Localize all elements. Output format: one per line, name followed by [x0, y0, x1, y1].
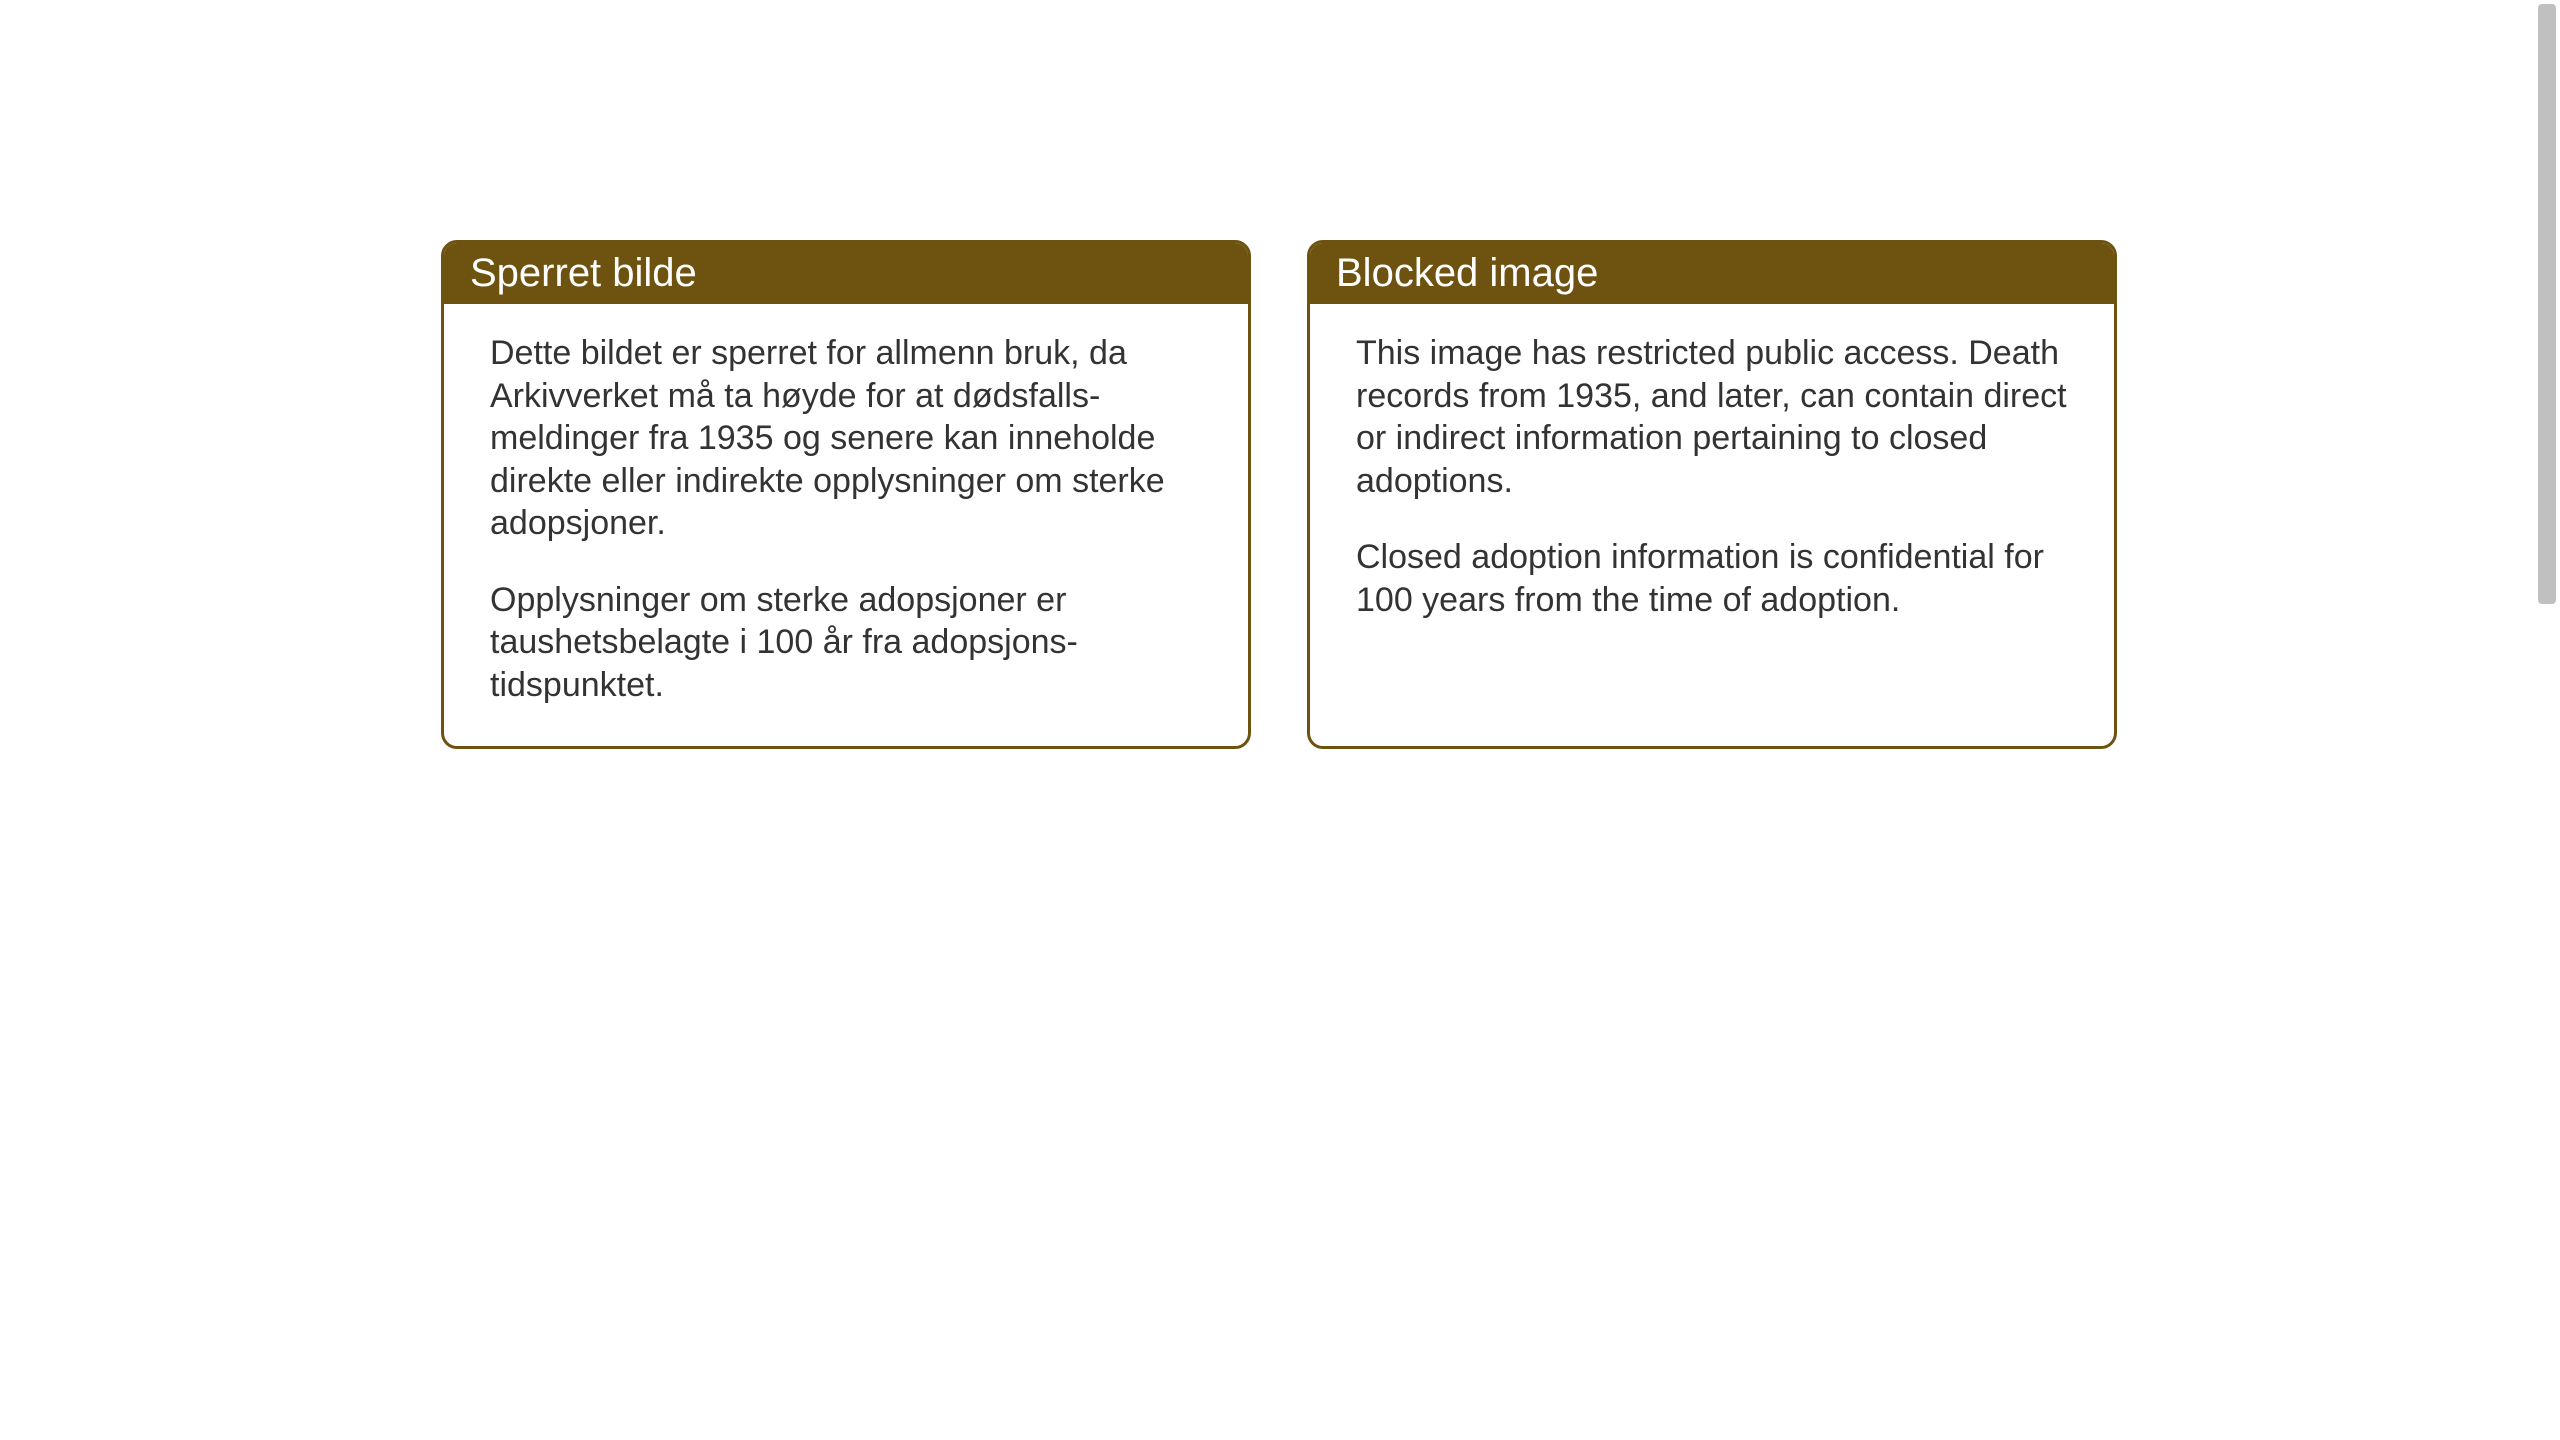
scrollbar-track[interactable]: [2530, 0, 2560, 1440]
notice-title-norwegian: Sperret bilde: [470, 251, 697, 295]
notice-body-norwegian: Dette bildet er sperret for allmenn bruk…: [444, 304, 1248, 746]
notice-header-english: Blocked image: [1310, 243, 2114, 304]
notice-title-english: Blocked image: [1336, 251, 1598, 295]
notice-para1-norwegian: Dette bildet er sperret for allmenn bruk…: [490, 332, 1202, 545]
notice-para2-english: Closed adoption information is confident…: [1356, 536, 2068, 621]
notice-para2-norwegian: Opplysninger om sterke adopsjoner er tau…: [490, 579, 1202, 707]
notice-box-english: Blocked image This image has restricted …: [1307, 240, 2117, 749]
notice-para1-english: This image has restricted public access.…: [1356, 332, 2068, 502]
notice-box-norwegian: Sperret bilde Dette bildet er sperret fo…: [441, 240, 1251, 749]
notice-header-norwegian: Sperret bilde: [444, 243, 1248, 304]
scrollbar-thumb[interactable]: [2538, 4, 2556, 604]
notice-body-english: This image has restricted public access.…: [1310, 304, 2114, 661]
notice-container: Sperret bilde Dette bildet er sperret fo…: [441, 240, 2117, 749]
